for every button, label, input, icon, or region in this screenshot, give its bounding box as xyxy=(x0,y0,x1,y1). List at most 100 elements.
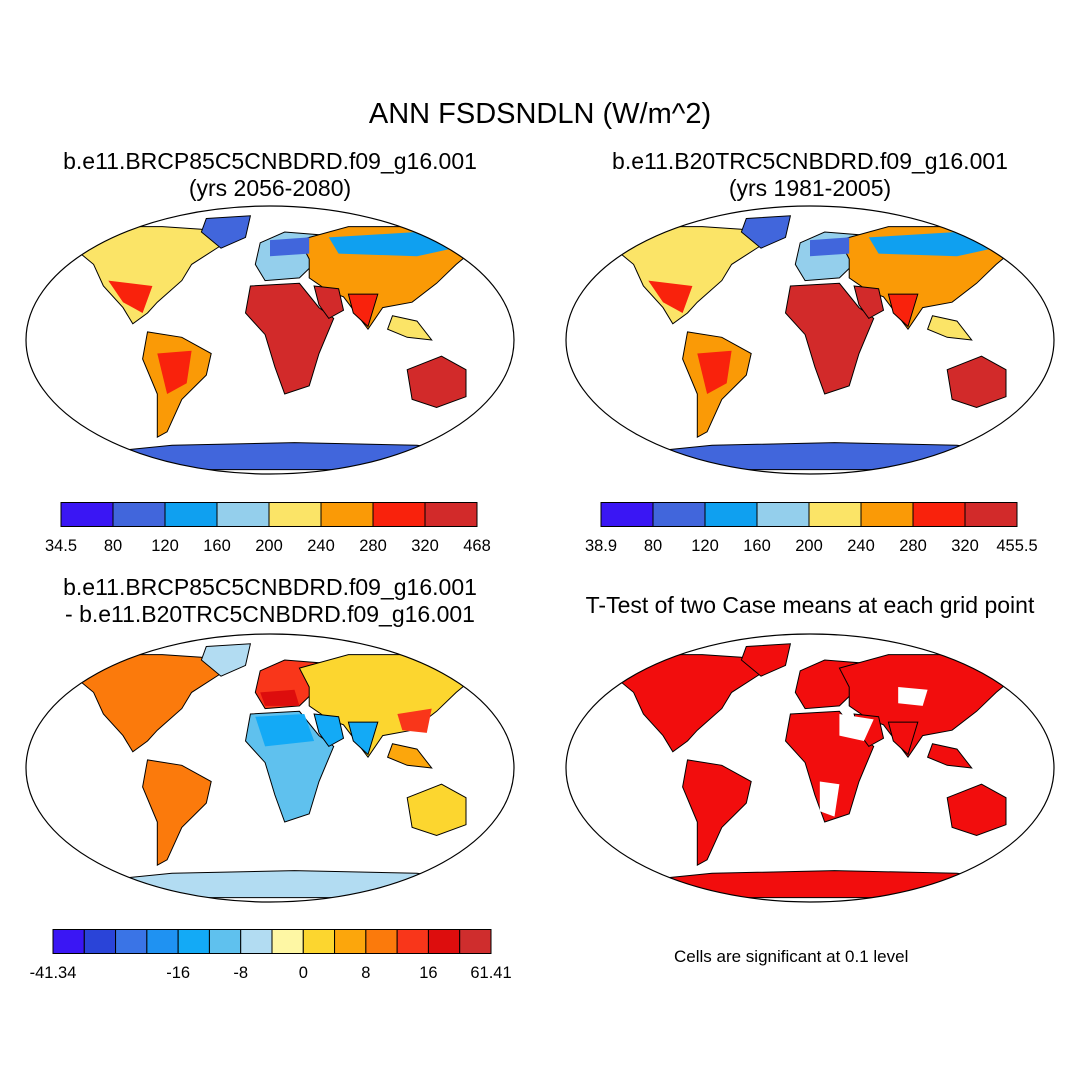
panel-3-title-line2: - b.e11.B20TRC5CNBDRD.f09_g16.001 xyxy=(65,601,475,627)
colorbar-tick-label: 200 xyxy=(795,537,823,555)
panel-2-title-line1: b.e11.B20TRC5CNBDRD.f09_g16.001 xyxy=(612,148,1008,174)
continent-arabia xyxy=(313,713,345,748)
colorbar-box xyxy=(396,929,429,954)
region-samerica-core xyxy=(697,350,732,394)
colorbar-box xyxy=(146,929,179,954)
colorbar-tick-label: 120 xyxy=(151,537,179,555)
panel-4-title-line1: T-Test of two Case means at each grid po… xyxy=(585,592,1035,618)
continent-australia xyxy=(406,783,467,837)
region-namerica-south xyxy=(648,280,693,313)
region-europe-core xyxy=(260,689,300,706)
colorbar-box xyxy=(268,502,322,527)
continent-africa xyxy=(244,282,335,395)
colorbar-box xyxy=(334,929,367,954)
region-asia-east xyxy=(397,708,432,733)
colorbar-box xyxy=(52,929,85,954)
colorbar-box xyxy=(424,502,478,527)
continent-seasia xyxy=(386,743,433,769)
colorbar-box xyxy=(427,929,461,954)
continent-australia xyxy=(946,783,1007,837)
colorbar-tick-label: 320 xyxy=(411,537,439,555)
colorbar-box xyxy=(365,929,398,954)
colorbar-tick-label: -16 xyxy=(166,964,190,982)
colorbar-box xyxy=(216,502,270,527)
figure-title: ANN FSDSNDLN (W/m^2) xyxy=(368,98,712,130)
continent-samerica xyxy=(142,759,212,867)
colorbar-box xyxy=(208,929,242,954)
colorbar-future: 34.5 80 120 160 200 240 280 320 468 xyxy=(45,502,491,555)
colorbar-tick-label: 80 xyxy=(644,537,662,555)
continent-india xyxy=(887,721,919,756)
colorbar-box xyxy=(164,502,218,527)
colorbar-box xyxy=(756,502,810,527)
map-panel-historical xyxy=(565,205,1055,475)
region-europe-north xyxy=(810,237,850,257)
continent-seasia xyxy=(926,743,973,769)
colorbar-tick-label: 120 xyxy=(691,537,719,555)
continent-samerica xyxy=(682,759,752,867)
map-panel-difference xyxy=(25,633,515,903)
colorbar-box xyxy=(704,502,758,527)
colorbar-box xyxy=(83,929,117,954)
panel-2-title: b.e11.B20TRC5CNBDRD.f09_g16.001 (yrs 198… xyxy=(560,148,1060,202)
continent-greenland xyxy=(200,215,252,249)
continent-greenland xyxy=(740,215,792,249)
continent-greenland xyxy=(200,643,252,677)
colorbar-tick-label: 280 xyxy=(359,537,387,555)
continent-seasia xyxy=(386,315,433,341)
colorbar-tick-label: 16 xyxy=(419,964,437,982)
colorbar-box xyxy=(271,929,304,954)
colorbar-tick-label: 240 xyxy=(847,537,875,555)
colorbar-tick-label: -41.34 xyxy=(30,964,77,982)
colorbar-box xyxy=(112,502,166,527)
colorbar-tick-label: 80 xyxy=(104,537,122,555)
region-europe-north xyxy=(270,237,310,257)
significance-note: Cells are significant at 0.1 level xyxy=(674,947,909,966)
colorbar-box xyxy=(912,502,966,527)
continent-namerica xyxy=(73,654,222,753)
continent-australia xyxy=(406,355,467,409)
colorbar-historical: 38.9 80 120 160 200 240 280 320 455.5 xyxy=(585,502,1038,555)
continent-india xyxy=(347,293,379,328)
panel-4-title: T-Test of two Case means at each grid po… xyxy=(560,592,1060,619)
colorbar-box xyxy=(652,502,706,527)
map-boundary xyxy=(565,205,1055,475)
colorbar-box xyxy=(459,929,492,954)
continent-greenland xyxy=(740,643,792,677)
continent-arabia xyxy=(853,285,885,320)
colorbar-tick-label: 455.5 xyxy=(996,537,1037,555)
panel-3-title: b.e11.BRCP85C5CNBDRD.f09_g16.001 - b.e11… xyxy=(20,574,520,628)
map-boundary xyxy=(25,205,515,475)
colorbar-box xyxy=(860,502,914,527)
colorbar-tick-label: 240 xyxy=(307,537,335,555)
continent-seasia xyxy=(926,315,973,341)
region-samerica-core xyxy=(157,350,192,394)
region-africa-north xyxy=(255,714,315,747)
colorbar-box xyxy=(60,502,114,527)
colorbar-tick-label: 61.41 xyxy=(470,964,511,982)
continent-namerica xyxy=(613,226,762,325)
continent-india xyxy=(347,721,379,756)
continent-india xyxy=(887,293,919,328)
continent-arabia xyxy=(313,285,345,320)
colorbar-tick-label: 160 xyxy=(743,537,771,555)
colorbar-box xyxy=(372,502,426,527)
colorbar-box xyxy=(240,929,273,954)
map-panel-ttest xyxy=(565,633,1055,903)
map-boundary xyxy=(565,633,1055,903)
colorbar-tick-label: 320 xyxy=(951,537,979,555)
continent-africa xyxy=(784,282,875,395)
colorbar-box xyxy=(177,929,210,954)
continent-australia xyxy=(946,355,1007,409)
colorbar-box xyxy=(808,502,862,527)
colorbar-tick-label: 38.9 xyxy=(585,537,617,555)
colorbar-tick-label: 160 xyxy=(203,537,231,555)
colorbar-tick-label: 34.5 xyxy=(45,537,77,555)
continent-antarctica xyxy=(53,870,497,899)
continent-antarctica xyxy=(593,870,1037,899)
map-panel-future xyxy=(25,205,515,475)
colorbar-box xyxy=(600,502,654,527)
colorbar-tick-label: 200 xyxy=(255,537,283,555)
colorbar-box xyxy=(302,929,336,954)
panel-2-title-line2: (yrs 1981-2005) xyxy=(728,175,892,201)
